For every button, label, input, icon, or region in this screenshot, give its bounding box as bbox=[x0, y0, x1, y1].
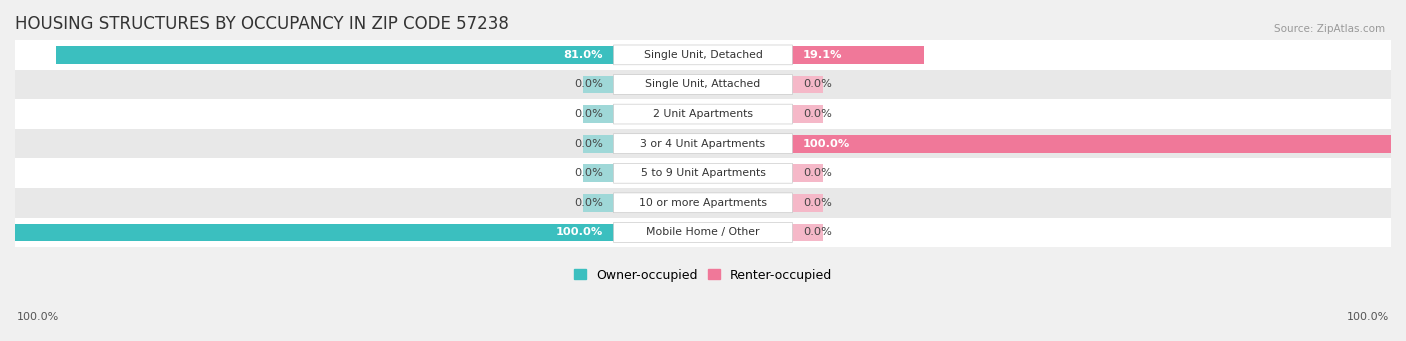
Bar bbox=[15, 159, 1391, 188]
Text: 0.0%: 0.0% bbox=[575, 79, 603, 89]
Bar bbox=[0, 224, 613, 241]
Bar bbox=[15, 218, 1391, 247]
Text: 0.0%: 0.0% bbox=[803, 227, 831, 237]
Text: 0.0%: 0.0% bbox=[803, 168, 831, 178]
Text: 10 or more Apartments: 10 or more Apartments bbox=[638, 198, 768, 208]
Text: Mobile Home / Other: Mobile Home / Other bbox=[647, 227, 759, 237]
FancyBboxPatch shape bbox=[613, 134, 793, 153]
Bar bbox=[582, 164, 613, 182]
Text: HOUSING STRUCTURES BY OCCUPANCY IN ZIP CODE 57238: HOUSING STRUCTURES BY OCCUPANCY IN ZIP C… bbox=[15, 15, 509, 33]
Bar bbox=[793, 105, 824, 123]
Bar bbox=[793, 46, 924, 64]
Text: 3 or 4 Unit Apartments: 3 or 4 Unit Apartments bbox=[641, 139, 765, 149]
Text: 81.0%: 81.0% bbox=[564, 50, 603, 60]
Text: Source: ZipAtlas.com: Source: ZipAtlas.com bbox=[1274, 24, 1385, 34]
Bar bbox=[793, 224, 824, 241]
Text: 100.0%: 100.0% bbox=[803, 139, 851, 149]
Text: Single Unit, Detached: Single Unit, Detached bbox=[644, 50, 762, 60]
Bar bbox=[582, 105, 613, 123]
FancyBboxPatch shape bbox=[613, 104, 793, 124]
Bar bbox=[582, 76, 613, 93]
Text: 5 to 9 Unit Apartments: 5 to 9 Unit Apartments bbox=[641, 168, 765, 178]
Text: 0.0%: 0.0% bbox=[575, 139, 603, 149]
Text: 19.1%: 19.1% bbox=[803, 50, 842, 60]
Bar bbox=[793, 76, 824, 93]
Text: 0.0%: 0.0% bbox=[575, 198, 603, 208]
Text: 2 Unit Apartments: 2 Unit Apartments bbox=[652, 109, 754, 119]
Text: 100.0%: 100.0% bbox=[17, 312, 59, 322]
Text: 0.0%: 0.0% bbox=[575, 109, 603, 119]
FancyBboxPatch shape bbox=[613, 222, 793, 242]
FancyBboxPatch shape bbox=[613, 193, 793, 213]
Text: 0.0%: 0.0% bbox=[803, 198, 831, 208]
Bar bbox=[793, 194, 824, 212]
Text: 0.0%: 0.0% bbox=[803, 109, 831, 119]
FancyBboxPatch shape bbox=[613, 163, 793, 183]
Bar bbox=[56, 46, 613, 64]
FancyBboxPatch shape bbox=[613, 45, 793, 65]
Bar bbox=[15, 40, 1391, 70]
Bar bbox=[15, 129, 1391, 159]
Text: 100.0%: 100.0% bbox=[1347, 312, 1389, 322]
Text: 0.0%: 0.0% bbox=[803, 79, 831, 89]
Legend: Owner-occupied, Renter-occupied: Owner-occupied, Renter-occupied bbox=[568, 264, 838, 286]
Bar bbox=[582, 135, 613, 152]
Bar bbox=[15, 188, 1391, 218]
Text: Single Unit, Attached: Single Unit, Attached bbox=[645, 79, 761, 89]
Bar bbox=[793, 135, 1406, 152]
FancyBboxPatch shape bbox=[613, 75, 793, 94]
Bar bbox=[793, 164, 824, 182]
Text: 100.0%: 100.0% bbox=[555, 227, 603, 237]
Bar bbox=[15, 70, 1391, 99]
Bar bbox=[582, 194, 613, 212]
Text: 0.0%: 0.0% bbox=[575, 168, 603, 178]
Bar bbox=[15, 99, 1391, 129]
